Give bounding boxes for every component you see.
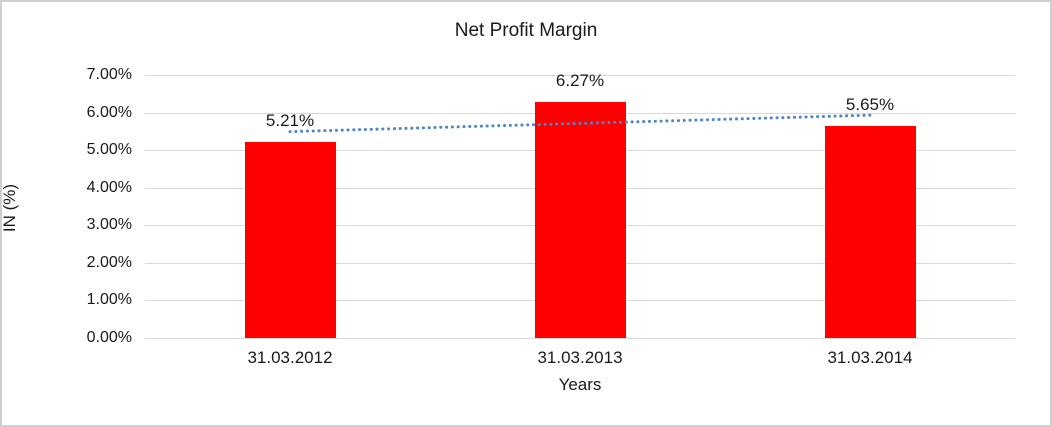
- y-tick-label: 5.00%: [86, 141, 132, 158]
- x-tick-label: 31.03.2012: [247, 348, 333, 367]
- y-axis-title: IN (%): [0, 183, 19, 233]
- data-label: 6.27%: [555, 71, 605, 91]
- y-tick-label: 0.00%: [86, 328, 132, 346]
- y-tick-label: 7.00%: [86, 66, 132, 83]
- bar-31.03.2014: [824, 125, 916, 338]
- data-label: 5.21%: [265, 111, 315, 131]
- y-tick-label: 2.00%: [86, 253, 132, 271]
- bar-31.03.2012: [244, 142, 336, 338]
- bar-31.03.2013: [534, 102, 626, 338]
- x-tick-label: 31.03.2013: [537, 348, 623, 367]
- data-label: 5.65%: [845, 94, 895, 114]
- chart-title: Net Profit Margin: [454, 20, 598, 41]
- x-tick-label: 31.03.2014: [827, 348, 913, 367]
- y-tick-label: 4.00%: [86, 178, 132, 196]
- gridline: [145, 337, 1015, 339]
- x-axis-title: Years: [558, 375, 602, 394]
- gridline: [145, 75, 1015, 76]
- y-tick-label: 3.00%: [86, 216, 132, 233]
- y-tick-label: 1.00%: [86, 291, 132, 308]
- y-tick-label: 6.00%: [86, 103, 132, 121]
